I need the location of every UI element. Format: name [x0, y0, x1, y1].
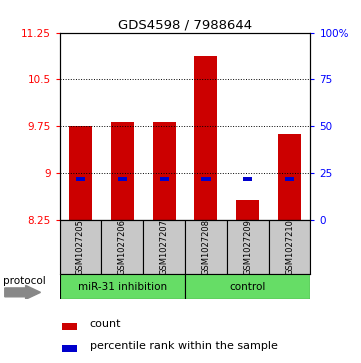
Bar — [195, 56, 217, 220]
Bar — [118, 177, 127, 181]
Text: GSM1027206: GSM1027206 — [118, 219, 127, 275]
Bar — [185, 220, 227, 274]
Bar — [278, 134, 301, 220]
Bar — [62, 345, 77, 352]
Bar — [76, 177, 85, 181]
Bar — [227, 220, 269, 274]
Bar — [269, 220, 310, 274]
Text: GSM1027209: GSM1027209 — [243, 219, 252, 275]
Title: GDS4598 / 7988644: GDS4598 / 7988644 — [118, 19, 252, 32]
Text: count: count — [90, 319, 121, 329]
Bar — [236, 200, 259, 220]
Text: miR-31 inhibition: miR-31 inhibition — [78, 282, 167, 292]
Bar — [143, 220, 185, 274]
Text: protocol: protocol — [3, 276, 46, 286]
Bar — [201, 177, 210, 181]
Text: GSM1027205: GSM1027205 — [76, 219, 85, 275]
Text: control: control — [230, 282, 266, 292]
Bar — [101, 220, 143, 274]
Bar — [160, 177, 169, 181]
Text: GSM1027208: GSM1027208 — [201, 219, 210, 275]
Bar — [243, 177, 252, 181]
Bar — [60, 274, 185, 299]
Bar — [111, 122, 134, 220]
Bar — [285, 177, 294, 181]
FancyArrow shape — [5, 285, 40, 299]
Text: GSM1027207: GSM1027207 — [160, 219, 169, 275]
Text: percentile rank within the sample: percentile rank within the sample — [90, 340, 278, 351]
Bar — [153, 122, 175, 220]
Text: GSM1027210: GSM1027210 — [285, 219, 294, 275]
Bar — [62, 323, 77, 330]
Bar — [69, 126, 92, 220]
Bar — [60, 220, 101, 274]
Bar — [185, 274, 310, 299]
